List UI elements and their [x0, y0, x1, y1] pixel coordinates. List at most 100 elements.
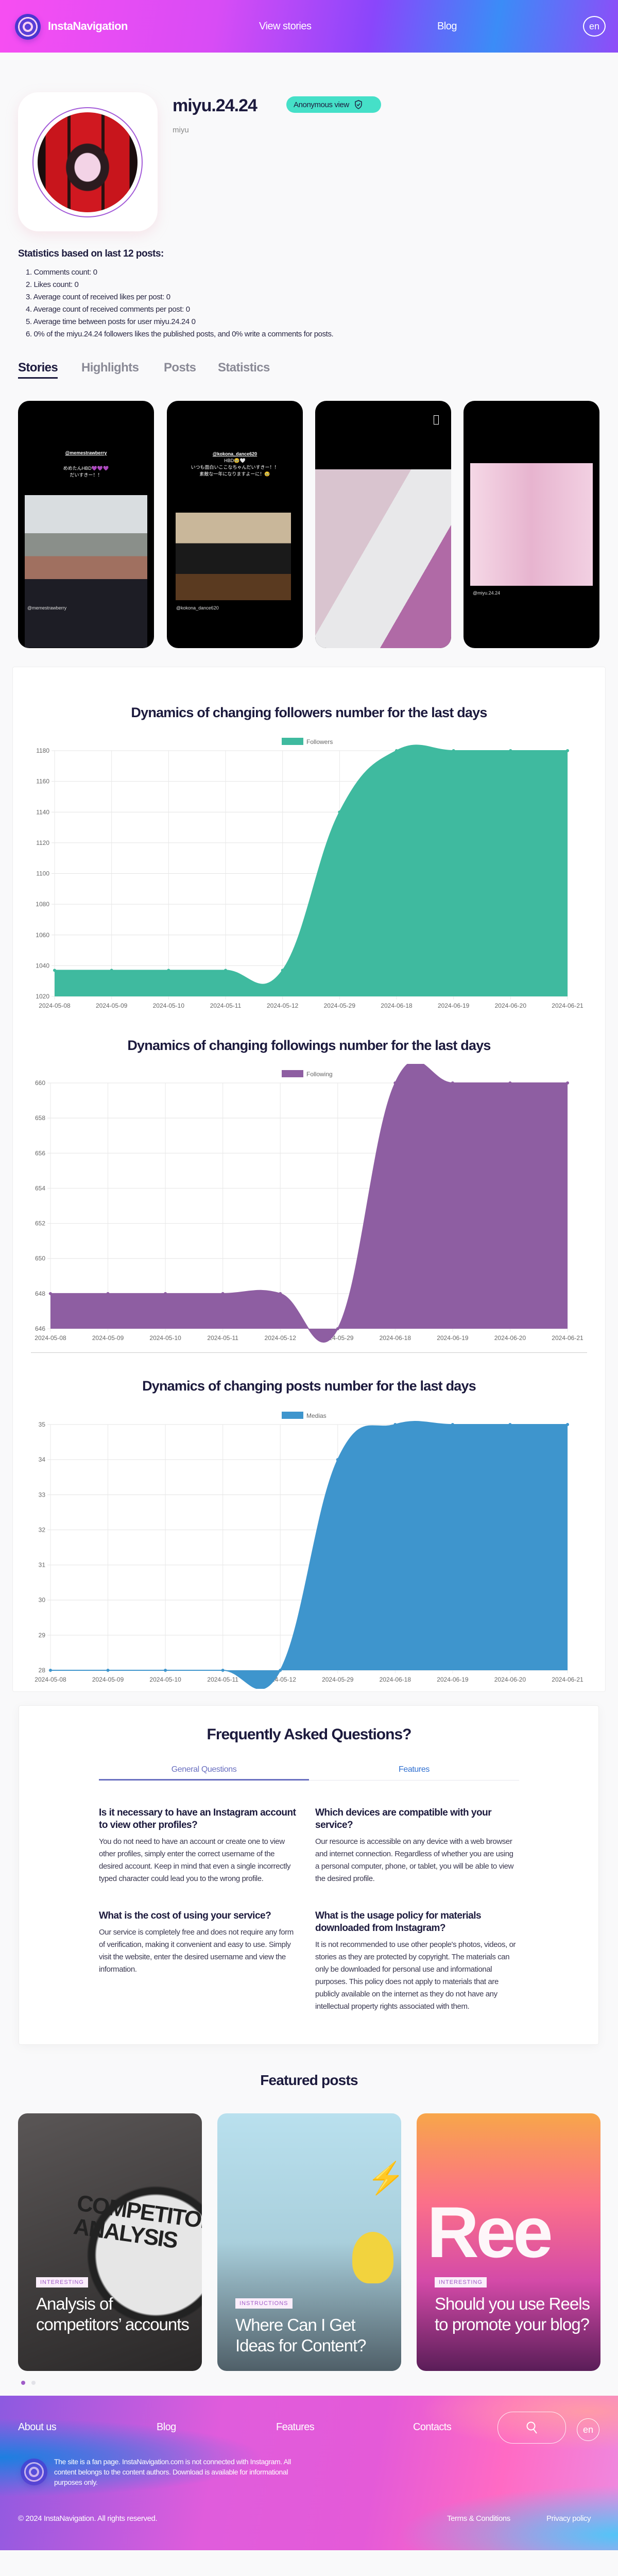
- story-card[interactable]: @miyu.24.24: [464, 401, 599, 648]
- posts-chart-title: Dynamics of changing posts number for th…: [142, 1378, 476, 1394]
- x-tick-label: 2024-06-19: [437, 1676, 469, 1683]
- faq-question: Which devices are compatible with your s…: [315, 1807, 492, 1831]
- stats-item: 2. Likes count: 0: [26, 280, 79, 289]
- profile-username: miyu.24.24: [173, 96, 258, 115]
- legend-swatch: [282, 738, 303, 745]
- post-image-text: Ree: [427, 2192, 553, 2273]
- y-tick-label: 1040: [36, 962, 49, 969]
- faq-answer: Our service is completely free and does …: [99, 1928, 294, 1974]
- stats-item: 6. 0% of the miyu.24.24 followers likes …: [26, 330, 334, 338]
- y-tick-label: 654: [35, 1184, 45, 1192]
- x-tick-label: 2024-06-18: [381, 1002, 413, 1009]
- x-tick-label: 2024-05-09: [92, 1676, 124, 1683]
- legend-label: Medias: [306, 1412, 327, 1419]
- x-tick-label: 2024-05-09: [92, 1334, 124, 1342]
- terms-link[interactable]: Terms & Conditions: [447, 2514, 510, 2523]
- area-fill: [50, 1064, 568, 1342]
- y-tick-label: 30: [39, 1597, 46, 1604]
- tab-posts[interactable]: Posts: [164, 361, 196, 375]
- footer-link-contacts[interactable]: Contacts: [413, 2421, 452, 2433]
- lightbulb-icon: [352, 2232, 393, 2283]
- following-chart-title: Dynamics of changing followings number f…: [127, 1038, 491, 1053]
- legend-swatch: [282, 1412, 303, 1419]
- followers-chart-title: Dynamics of changing followers number fo…: [131, 705, 487, 720]
- faq-item: Is it necessary to have an Instagram acc…: [99, 1807, 300, 1885]
- footer-language-button[interactable]: en: [577, 2418, 599, 2441]
- tab-highlights[interactable]: Highlights: [81, 361, 139, 375]
- data-point: [393, 1081, 397, 1084]
- avatar: [32, 107, 143, 217]
- phone-icon: [434, 415, 439, 425]
- y-tick-label: 34: [39, 1456, 46, 1463]
- data-point: [167, 969, 170, 972]
- nav-view-stories[interactable]: View stories: [259, 21, 312, 32]
- posts-chart: Medias 28 29 30 31 32 33 34 35 2024-05-08 2024-05-…: [35, 1412, 583, 1689]
- x-tick-label: 2024-05-10: [153, 1002, 185, 1009]
- lightning-icon: ⚡: [367, 2161, 401, 2195]
- story-caption: 素敵な一年になりますよーに！🥹: [199, 471, 270, 477]
- stats-item: 3. Average count of received likes per p…: [26, 293, 170, 301]
- data-point: [279, 1669, 282, 1672]
- story-photo: [470, 463, 593, 586]
- x-tick-label: 2024-05-11: [210, 1002, 242, 1009]
- x-tick-label: 2024-05-08: [39, 1002, 71, 1009]
- footer-link-about[interactable]: About us: [18, 2421, 57, 2433]
- tab-statistics[interactable]: Statistics: [218, 361, 270, 375]
- carousel-dot-active[interactable]: [21, 2381, 25, 2385]
- nav-blog[interactable]: Blog: [437, 21, 457, 32]
- featured-posts-title: Featured posts: [260, 2072, 358, 2088]
- faq-answer: You do not need to have an account or cr…: [99, 1837, 291, 1883]
- x-tick-label: 2024-06-21: [552, 1676, 583, 1683]
- story-photo: [315, 469, 451, 648]
- post-image-text: COMPETITOR ANALYSIS: [72, 2190, 202, 2253]
- tab-stories[interactable]: Stories: [18, 361, 58, 379]
- post-title: Where Can I Get Ideas for Content?: [235, 2315, 367, 2355]
- faq-question: What is the cost of using your service?: [99, 1910, 271, 1921]
- x-tick-label: 2024-06-21: [552, 1002, 583, 1009]
- story-caption: HBD🥹🤍: [224, 458, 246, 463]
- y-tick-label: 656: [35, 1149, 45, 1157]
- faq-item: What is the usage policy for materials d…: [315, 1910, 516, 2013]
- story-handle: @miyu.24.24: [473, 590, 501, 596]
- carousel-dot[interactable]: [31, 2381, 36, 2385]
- data-point: [336, 1327, 339, 1330]
- featured-post-card[interactable]: Ree INTERESTING Should you use Reels to …: [417, 2113, 600, 2371]
- x-tick-label: 2024-06-18: [380, 1676, 411, 1683]
- y-tick-label: 1020: [36, 993, 49, 1000]
- series-line: [50, 1420, 568, 1689]
- badge-label: Anonymous view: [294, 100, 349, 109]
- logo-icon[interactable]: [15, 14, 41, 40]
- footer-link-blog[interactable]: Blog: [157, 2421, 176, 2433]
- privacy-link[interactable]: Privacy policy: [546, 2514, 591, 2523]
- faq-tab-features[interactable]: Features: [309, 1765, 519, 1781]
- faq-tab-general[interactable]: General Questions: [99, 1765, 309, 1781]
- x-tick-label: 2024-05-12: [265, 1334, 297, 1342]
- story-photo: [176, 513, 291, 600]
- data-point: [336, 1458, 339, 1462]
- featured-post-card[interactable]: ⚡ INSTRUCTIONS Where Can I Get Ideas for…: [217, 2113, 401, 2371]
- anonymous-view-badge: Anonymous view: [286, 96, 381, 113]
- story-card[interactable]: [315, 401, 451, 648]
- faq-answer: It is not recommended to use other peopl…: [315, 1940, 516, 2011]
- y-tick-label: 33: [39, 1491, 46, 1498]
- post-title: Should you use Reels to promote your blo…: [435, 2294, 590, 2334]
- area-fill: [55, 745, 568, 996]
- story-card[interactable]: @kokona_dance620 HBD🥹🤍 いつも面白いここなちゃんだいすきー…: [167, 401, 303, 648]
- language-button[interactable]: en: [583, 16, 606, 37]
- y-tick-label: 32: [39, 1526, 46, 1533]
- data-point: [508, 1081, 512, 1084]
- brand-name[interactable]: InstaNavigation: [48, 20, 128, 32]
- story-caption: だいすきー！！: [70, 472, 102, 478]
- y-tick-label: 28: [39, 1667, 46, 1674]
- data-point: [279, 1292, 282, 1295]
- y-tick-label: 1120: [36, 839, 49, 846]
- y-tick-label: 648: [35, 1290, 45, 1297]
- x-tick-label: 2024-06-20: [494, 1676, 526, 1683]
- footer-link-features[interactable]: Features: [276, 2421, 315, 2433]
- story-card[interactable]: @memestrawberry めめたんHBD💜💜💜 だいすきー！！ @meme…: [18, 401, 154, 648]
- footer: [0, 2396, 618, 2550]
- footer-search-button[interactable]: [497, 2412, 566, 2444]
- y-tick-label: 660: [35, 1079, 45, 1087]
- featured-post-card[interactable]: COMPETITOR ANALYSIS INTERESTING Analysis …: [18, 2113, 202, 2371]
- faq-answer: Our resource is accessible on any device…: [315, 1837, 514, 1883]
